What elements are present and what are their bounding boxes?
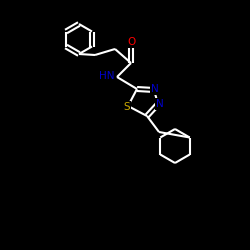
Text: S: S [124,102,130,112]
Text: HN: HN [98,71,114,81]
Text: N: N [156,99,164,109]
Text: O: O [127,37,135,47]
Text: N: N [151,84,159,94]
